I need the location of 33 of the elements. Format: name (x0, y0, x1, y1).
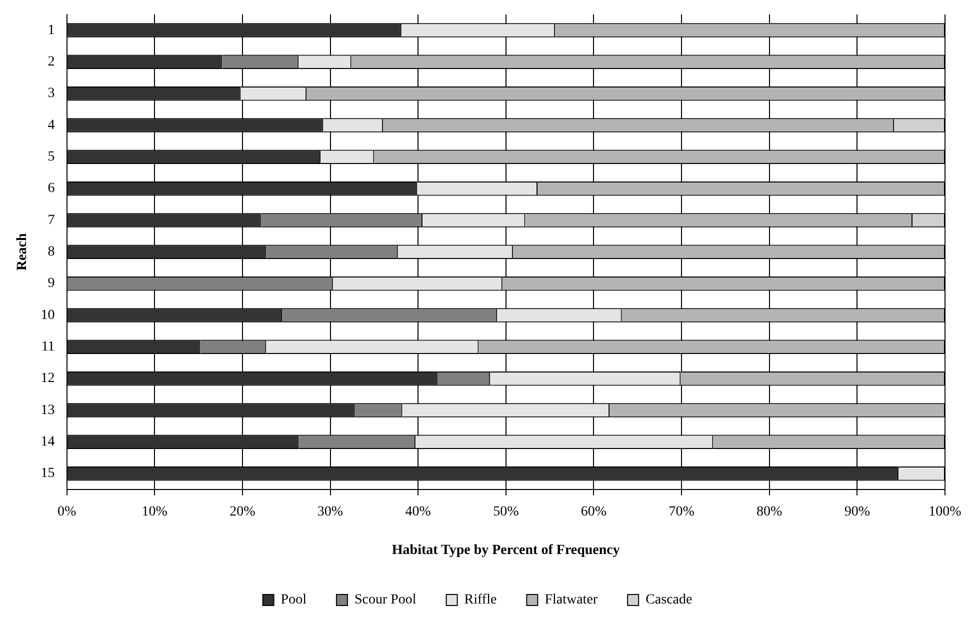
x-tick-label: 30% (317, 504, 344, 520)
x-tick-label: 40% (405, 504, 432, 520)
x-tick-label: 100% (928, 504, 962, 520)
y-tick-label: 7 (48, 212, 55, 228)
y-tick-label: 1 (48, 22, 55, 38)
y-tick-label: 9 (48, 276, 55, 292)
legend-label: Pool (280, 592, 307, 608)
x-tick-label: 80% (756, 504, 783, 520)
y-tick-label: 12 (40, 371, 55, 386)
y-tick-label: 3 (48, 86, 55, 102)
x-tick-label: 60% (580, 504, 607, 520)
y-tick-label: 4 (48, 118, 55, 133)
legend-label: Riffle (464, 592, 497, 608)
y-tick-label: 14 (40, 434, 55, 450)
legend-label: Cascade (646, 592, 692, 608)
y-axis-title: Reach (15, 233, 30, 271)
x-tick-label: 50% (493, 504, 520, 520)
x-tick-label: 90% (844, 504, 870, 520)
y-tick-label: 15 (40, 466, 55, 482)
legend-label: Flatwater (544, 592, 598, 608)
y-tick-label: 8 (48, 244, 55, 260)
y-tick-label: 6 (48, 181, 55, 196)
x-tick-label: 0% (57, 504, 76, 520)
y-tick-label: 13 (40, 402, 55, 418)
x-tick-label: 10% (142, 504, 168, 520)
y-tick-label: 5 (48, 150, 55, 165)
legend-label: Scour Pool (354, 592, 416, 608)
x-axis-title: Habitat Type by Percent of Frequency (392, 543, 620, 558)
y-tick-label: 2 (48, 54, 55, 70)
y-tick-label: 11 (41, 340, 55, 355)
x-tick-label: 20% (230, 504, 256, 520)
x-tick-label: 70% (668, 504, 695, 520)
y-tick-label: 10 (40, 308, 55, 323)
